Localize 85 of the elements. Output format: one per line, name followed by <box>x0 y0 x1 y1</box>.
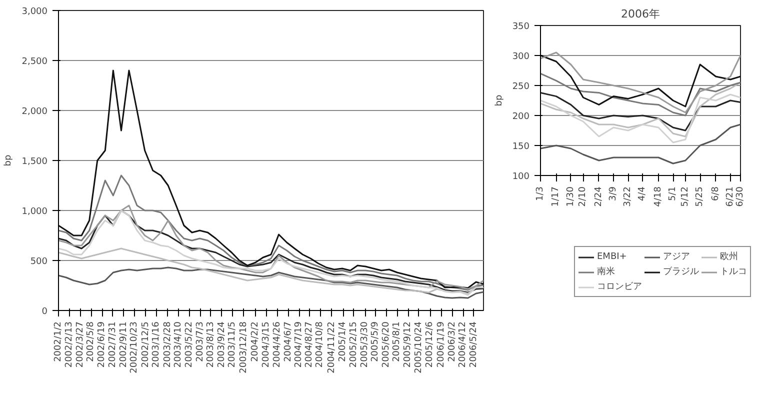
x-tick-label: 2006/5/24 <box>468 321 479 368</box>
x-tick-label: 5/1 <box>668 186 678 201</box>
x-tick-label: 2002/2/13 <box>64 321 74 368</box>
y-tick-label: 250 <box>512 82 530 92</box>
x-tick-label: 2005/5/9 <box>370 321 380 362</box>
y-tick-label: 1,500 <box>22 157 48 167</box>
y-tick-label: 3,000 <box>22 7 48 17</box>
x-tick-label: 2002/10/23 <box>130 322 140 374</box>
x-tick-label: 2004/7/19 <box>294 321 304 368</box>
x-tick-label: 3/9 <box>608 186 619 201</box>
x-tick-label: 2/10 <box>578 186 588 207</box>
x-tick-label: 5/12 <box>680 186 690 207</box>
x-tick-label: 2002/3/27 <box>75 321 86 368</box>
y-tick-label: 150 <box>512 142 530 152</box>
legend-label: 南米 <box>597 266 616 278</box>
y-tick-label: 200 <box>512 112 530 122</box>
x-tick-label: 2002/1/2 <box>54 322 64 362</box>
x-tick-label: 4/4 <box>638 186 648 201</box>
x-tick-label: 2002/9/11 <box>118 321 129 368</box>
y-tick-label: 1,000 <box>22 207 48 217</box>
x-tick-label: 2003/7/3 <box>195 322 206 362</box>
x-tick-label: 2005/6/20 <box>381 321 392 368</box>
x-tick-label: 1/17 <box>551 186 562 207</box>
line-series <box>540 82 740 138</box>
x-tick-label: 2006/1/19 <box>436 321 447 368</box>
x-tick-label: 2004/8/27 <box>304 321 314 368</box>
x-tick-label: 2005/3/30 <box>360 321 370 368</box>
x-tick-label: 3/22 <box>623 186 634 207</box>
x-tick-label: 2004/3/15 <box>262 321 272 368</box>
y-tick-label: 100 <box>512 172 530 182</box>
x-tick-label: 4/18 <box>653 186 664 207</box>
y-tick-label: 0 <box>42 307 48 317</box>
x-tick-label: 2004/6/7 <box>283 322 294 362</box>
x-tick-label: 2002/7/31 <box>108 321 118 368</box>
x-tick-label: 2003/11/5 <box>228 321 238 368</box>
y-tick-label: 500 <box>30 257 48 267</box>
x-tick-label: 5/25 <box>695 186 706 207</box>
x-tick-label: 2004/4/26 <box>272 321 282 368</box>
x-tick-label: 2003/12/18 <box>238 321 249 374</box>
x-tick-label: 2005/8/1 <box>392 322 402 362</box>
x-tick-label: 2004/10/8 <box>315 321 326 368</box>
x-tick-label: 2005/12/6 <box>425 321 436 368</box>
line-series <box>58 266 484 299</box>
line-series <box>540 94 740 144</box>
x-tick-label: 2006/4/12 <box>458 321 468 368</box>
line-series <box>58 174 484 291</box>
x-tick-label: 2003/4/10 <box>173 321 184 368</box>
x-tick-label: 2003/8/13 <box>206 321 216 368</box>
x-tick-label: 2002/5/8 <box>86 321 96 362</box>
x-tick-label: 2006/3/2 <box>447 322 458 362</box>
x-tick-label: 1/3 <box>536 186 546 201</box>
x-tick-label: 2/24 <box>594 186 604 207</box>
x-tick-label: 2003/9/24 <box>216 321 227 368</box>
x-tick-label: 2005/9/12 <box>403 321 414 368</box>
legend-label: トルコ <box>720 266 747 278</box>
x-tick-label: 2004/11/22 <box>326 322 337 374</box>
y-tick-label: 2,500 <box>22 57 48 67</box>
line-series <box>58 70 484 289</box>
legend-label: ブラジル <box>663 266 699 278</box>
x-tick-label: 2005/1/4 <box>338 321 348 362</box>
legend-label: アジア <box>663 251 690 263</box>
y-tick-label: 350 <box>512 22 530 32</box>
y-tick-label: 300 <box>512 52 530 62</box>
x-tick-label: 2003/1/16 <box>152 321 162 368</box>
legend-label: コロンビア <box>597 280 642 293</box>
legend-label: 欧州 <box>720 250 739 263</box>
x-tick-label: 2003/2/28 <box>162 321 173 368</box>
x-tick-label: 6/30 <box>736 186 746 207</box>
y-axis-title: bp <box>4 154 14 166</box>
x-tick-label: 2005/10/24 <box>414 321 424 374</box>
x-tick-label: 2002/12/5 <box>140 321 151 368</box>
x-tick-label: 2002/6/19 <box>97 321 108 368</box>
chart-title: 2006年 <box>621 8 660 20</box>
line-series <box>58 248 484 294</box>
x-tick-label: 6/21 <box>725 186 736 207</box>
x-tick-label: 2004/2/2 <box>250 322 261 362</box>
legend-label: EMBI+ <box>597 250 627 262</box>
x-tick-label: 1/30 <box>566 186 576 207</box>
y-axis-title: bp <box>494 94 504 106</box>
x-tick-label: 2003/5/22 <box>184 321 194 368</box>
y-tick-label: 2,000 <box>22 107 48 117</box>
x-tick-label: 6/8 <box>710 186 721 201</box>
x-tick-label: 2005/2/15 <box>348 321 359 368</box>
line-series <box>540 72 740 116</box>
line-series <box>540 124 740 164</box>
